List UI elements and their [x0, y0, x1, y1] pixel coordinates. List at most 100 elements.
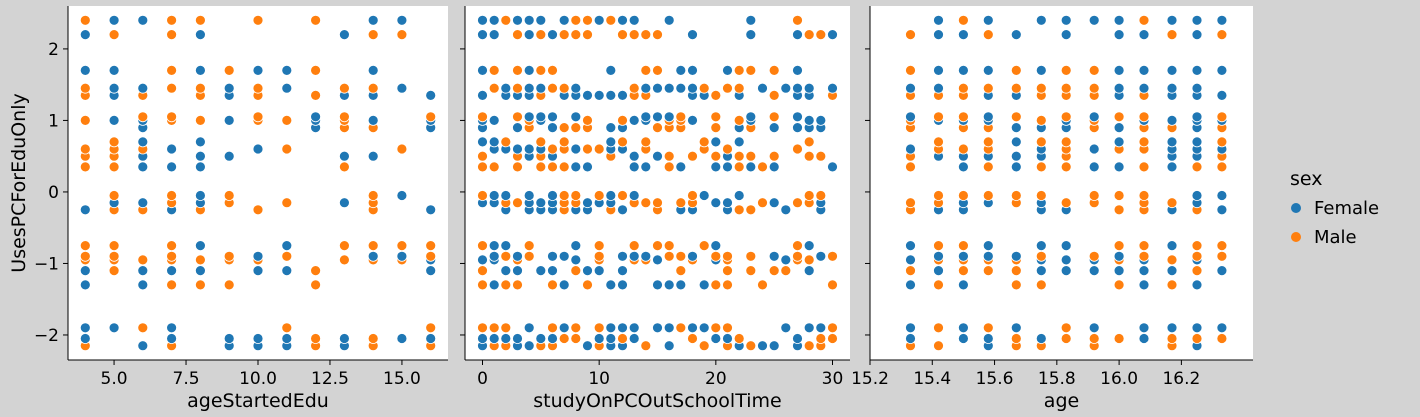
point-male	[166, 279, 178, 291]
point-female	[396, 82, 408, 94]
point-female	[223, 333, 235, 344]
point-male	[698, 82, 710, 94]
point-female	[1060, 29, 1072, 40]
point-female	[792, 122, 803, 133]
point-male	[733, 82, 745, 94]
point-female	[194, 161, 206, 173]
point-male	[108, 250, 120, 262]
point-female	[1191, 190, 1203, 201]
point-female	[535, 265, 547, 277]
point-female	[710, 136, 722, 148]
point-female	[500, 82, 512, 94]
point-female	[310, 111, 322, 123]
point-female	[958, 333, 969, 344]
point-female	[108, 65, 120, 76]
point-male	[547, 143, 558, 155]
point-female	[605, 279, 617, 291]
point-male	[982, 161, 994, 173]
point-female	[1010, 250, 1022, 262]
point-male	[745, 150, 757, 162]
point-female	[1166, 14, 1178, 26]
point-male	[281, 115, 293, 126]
point-female	[710, 333, 722, 344]
point-male	[1138, 190, 1150, 201]
point-female	[827, 161, 838, 173]
point-female	[663, 322, 675, 334]
x-axis-label: ageStartedEdu	[187, 390, 329, 412]
point-male	[166, 29, 178, 40]
point-male	[1216, 333, 1228, 344]
point-male	[652, 122, 663, 133]
point-male	[1166, 333, 1178, 344]
x-tick-label: 30	[822, 369, 844, 389]
point-male	[803, 254, 815, 266]
point-male	[108, 136, 120, 148]
point-female	[137, 161, 149, 173]
point-female	[477, 254, 488, 266]
point-female	[1166, 265, 1178, 277]
y-tick-label: 2	[48, 40, 59, 60]
panel-1: −2 −1 0 1 2 5.0 7.5 10.0 12.5 15.0 ageStartedEdu	[34, 6, 448, 412]
point-male	[488, 322, 500, 334]
point-female	[933, 14, 944, 26]
point-female	[640, 161, 652, 173]
point-female	[558, 250, 570, 262]
point-female	[982, 240, 994, 252]
point-female	[477, 29, 488, 40]
point-female	[617, 14, 628, 26]
point-male	[1216, 240, 1228, 252]
point-female	[1113, 265, 1125, 277]
point-male	[512, 279, 523, 291]
point-female	[79, 204, 91, 216]
point-male	[477, 111, 488, 123]
point-male	[79, 14, 91, 26]
point-male	[79, 143, 91, 155]
point-female	[194, 29, 206, 40]
point-female	[815, 250, 827, 262]
point-male	[194, 115, 206, 126]
point-female	[396, 333, 408, 344]
point-male	[512, 161, 523, 173]
point-female	[512, 265, 523, 277]
point-female	[605, 122, 617, 133]
point-male	[512, 29, 523, 40]
point-male	[1060, 322, 1072, 334]
point-female	[396, 14, 408, 26]
point-female	[1113, 14, 1125, 26]
point-male	[310, 333, 322, 344]
point-male	[803, 190, 815, 201]
point-female	[500, 190, 512, 201]
point-female	[338, 333, 350, 344]
point-male	[558, 122, 570, 133]
point-female	[223, 150, 235, 162]
point-female	[570, 161, 582, 173]
point-female	[477, 14, 488, 26]
point-male	[757, 279, 768, 291]
point-male	[640, 29, 652, 40]
point-male	[640, 340, 652, 352]
point-female	[698, 279, 710, 291]
point-female	[982, 14, 994, 26]
point-male	[710, 150, 722, 162]
point-female	[1166, 322, 1178, 334]
point-female	[338, 29, 350, 40]
point-male	[108, 240, 120, 252]
point-female	[1060, 265, 1072, 277]
point-male	[827, 322, 838, 334]
point-male	[803, 150, 815, 162]
point-male	[535, 29, 547, 40]
point-male	[1035, 82, 1047, 94]
point-female	[1216, 190, 1228, 201]
points	[477, 14, 838, 352]
point-male	[310, 65, 322, 76]
point-female	[652, 254, 663, 266]
point-female	[488, 333, 500, 344]
point-female	[1088, 14, 1100, 26]
point-male	[605, 14, 617, 26]
point-female	[933, 65, 944, 76]
point-female	[137, 136, 149, 148]
point-male	[698, 340, 710, 352]
point-female	[628, 322, 640, 334]
point-male	[593, 240, 605, 252]
point-male	[593, 250, 605, 262]
